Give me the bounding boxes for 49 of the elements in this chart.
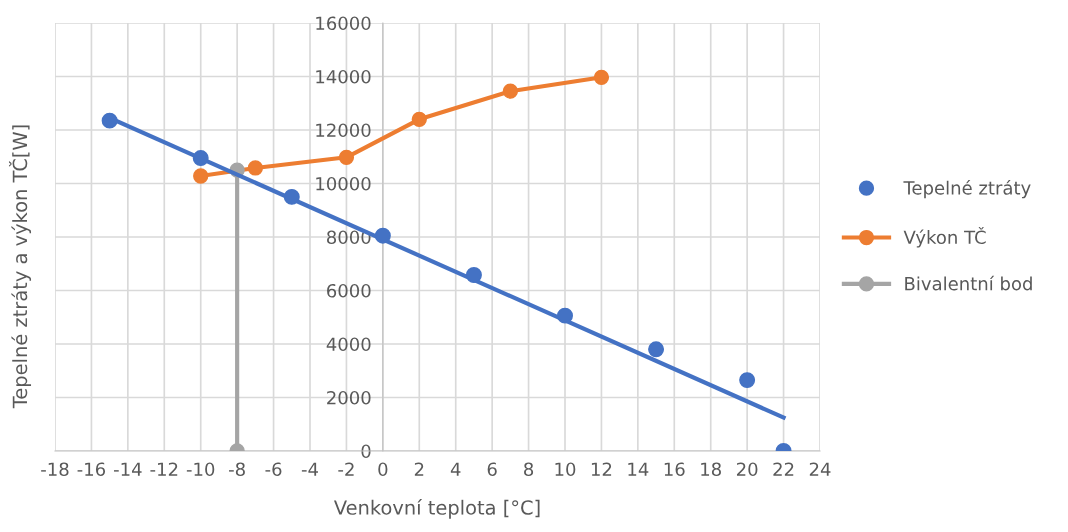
y-tick-label: 10000 [316, 176, 371, 191]
x-tick-label: -6 [265, 462, 282, 477]
x-tick-label: -10 [186, 462, 215, 477]
x-tick-label: 8 [524, 462, 534, 477]
x-tick-label: 2 [414, 462, 424, 476]
x-tick-label: 24 [809, 462, 831, 476]
y-tick-label: 12000 [316, 123, 371, 138]
y-axis-title: Tepelné ztráty a výkon TČ[W] [8, 125, 32, 409]
point [101, 112, 118, 129]
y-tick-label: 14000 [316, 69, 371, 84]
point [739, 372, 756, 389]
legend-label: Výkon TČ [903, 227, 986, 248]
y-tick-label: 6000 [327, 283, 371, 298]
x-tick-label: 22 [773, 462, 794, 476]
point [192, 150, 209, 167]
x-tick-label: 6 [487, 462, 497, 477]
y-tick-label: 4000 [326, 337, 371, 352]
x-tick-label: 18 [701, 462, 721, 477]
point [648, 341, 665, 358]
x-tick-label: 20 [736, 462, 758, 477]
point [338, 149, 355, 165]
point [283, 188, 300, 205]
x-tick-label: -8 [229, 462, 245, 477]
y-tick-label: 16000 [316, 16, 371, 31]
legend-label: Bivalentní bod [905, 275, 1032, 291]
y-tick-label: 2000 [327, 390, 371, 405]
x-tick-label: 0 [378, 462, 388, 477]
x-tick-label: -16 [77, 462, 106, 477]
point [502, 83, 518, 99]
point [557, 307, 573, 324]
point [193, 168, 209, 184]
x-axis-title: Venkovní teplota [°C] [333, 499, 540, 519]
x-tick-label: 4 [450, 462, 461, 476]
point [411, 111, 427, 127]
x-tick-label: -12 [150, 462, 178, 476]
x-tick-label: -4 [301, 462, 318, 476]
x-tick-label: 10 [555, 462, 576, 477]
y-tick-label: 0 [361, 444, 371, 459]
x-tick-label: -18 [41, 462, 69, 477]
point [465, 267, 482, 283]
x-tick-label: 16 [664, 462, 685, 477]
x-tick-label: 14 [628, 462, 649, 476]
point [374, 227, 391, 244]
x-tick-label: -14 [114, 462, 142, 476]
legend-label: Tepelné ztráty [903, 180, 1031, 199]
x-tick-label: -2 [338, 462, 354, 476]
point [247, 160, 263, 176]
x-tick-label: 12 [591, 462, 612, 476]
point [593, 69, 610, 85]
